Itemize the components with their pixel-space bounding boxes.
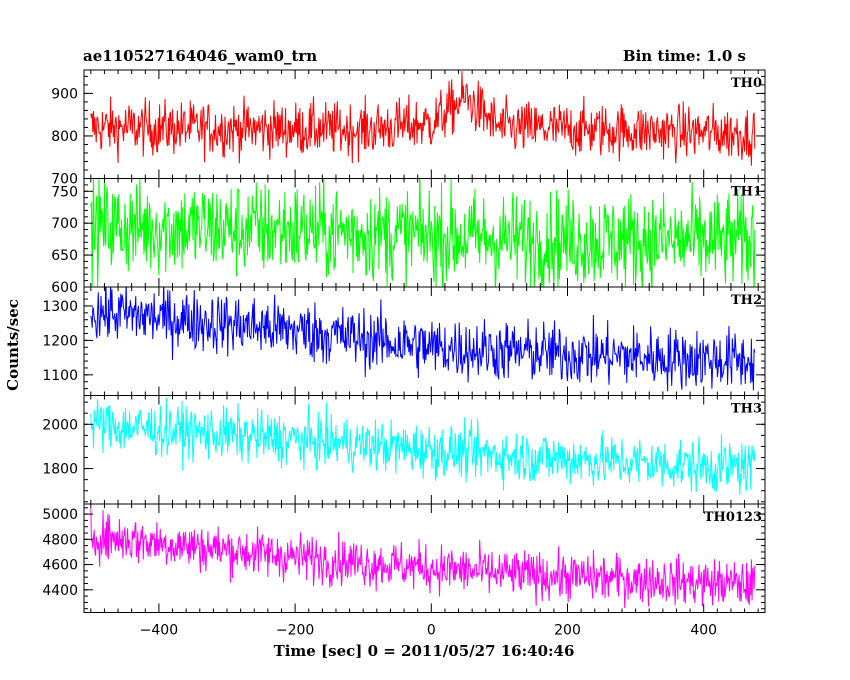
x-axis-label: Time [sec] 0 = 2011/05/27 16:40:46 — [274, 642, 575, 660]
y-axis-label: Counts/sec — [4, 299, 22, 391]
x-tick-label: 0 — [427, 623, 436, 639]
series-line-th1 — [90, 178, 756, 287]
x-tick-label: −200 — [276, 623, 314, 639]
y-tick-label: 600 — [51, 280, 78, 296]
series-line-th3 — [90, 397, 756, 495]
chart-title-right: Bin time: 1.0 s — [623, 47, 746, 65]
panel-th0: 700 800 900 TH0 — [51, 69, 766, 188]
y-tick-label: 700 — [51, 216, 78, 232]
x-tick-label: 200 — [554, 623, 581, 639]
y-tick-label: 4800 — [42, 532, 78, 548]
y-tick-label: 1200 — [42, 333, 78, 349]
chart-title-left: ae110527164046_wam0_trn — [83, 47, 317, 65]
panel-th1: 600 650 700 750 TH1 — [51, 178, 766, 296]
panel-label-th0123: TH0123 — [704, 510, 762, 525]
y-tick-label: 4600 — [42, 558, 78, 574]
y-tick-label: 5000 — [42, 507, 78, 523]
series-line-th0123 — [90, 508, 756, 609]
y-tick-label: 1800 — [42, 462, 78, 478]
series-line-th2 — [90, 287, 756, 392]
y-tick-label: 750 — [51, 184, 78, 200]
panel-label-th0: TH0 — [731, 76, 762, 91]
y-tick-label: 1300 — [42, 299, 78, 315]
panel-label-th1: TH1 — [731, 185, 762, 200]
y-tick-label: 2000 — [42, 417, 78, 433]
y-tick-label: 800 — [51, 129, 78, 145]
y-tick-label: 4400 — [42, 583, 78, 599]
panel-label-th2: TH2 — [731, 293, 762, 308]
panel-label-th3: TH3 — [731, 402, 762, 417]
panel-th3: 1800 2000 TH3 — [42, 395, 766, 505]
y-tick-label: 650 — [51, 248, 78, 264]
panel-th0123: 4400 4600 4800 5000 TH0123 — [42, 503, 766, 613]
panel-th2: 1100 1200 1300 TH2 — [42, 286, 766, 396]
y-tick-label: 1100 — [42, 368, 78, 384]
y-tick-label: 700 — [51, 172, 78, 188]
series-line-th0 — [90, 71, 756, 166]
x-tick-label: −400 — [140, 623, 178, 639]
y-tick-label: 900 — [51, 86, 78, 102]
x-tick-label: 400 — [690, 623, 717, 639]
